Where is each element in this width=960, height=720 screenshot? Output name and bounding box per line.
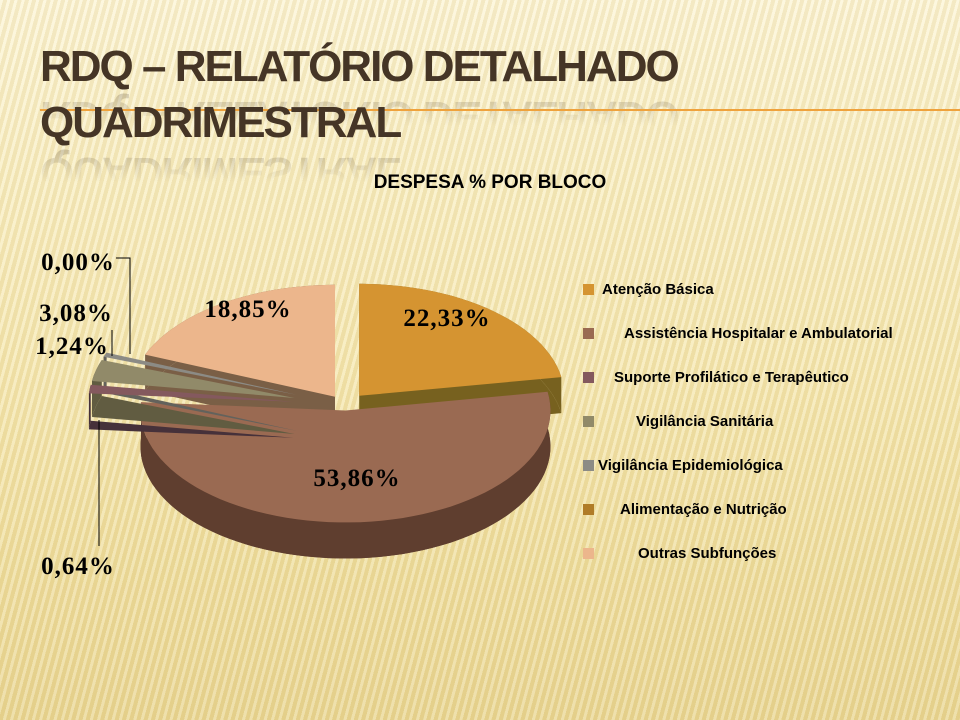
pie-label-outras: 18,85%	[204, 296, 291, 323]
legend-label: Outras Subfunções	[638, 544, 777, 562]
pie-label-alimentacao: 0,00%	[41, 249, 115, 276]
legend-label: Assistência Hospitalar e Ambulatorial	[624, 324, 893, 342]
legend-item-vig-epidemiologica: Vigilância Epidemiológica	[583, 456, 783, 474]
pie-label-suporte: 1,24%	[35, 333, 109, 360]
title-underline	[40, 109, 960, 111]
pie-label-atencao-basica: 22,33%	[403, 305, 490, 332]
legend-item-vig-sanitaria: Vigilância Sanitária	[583, 412, 773, 430]
legend-marker	[583, 415, 594, 427]
pie-slices	[88, 283, 562, 559]
leader-lines	[98, 257, 131, 546]
pie-label-vig-sanitaria: 3,08%	[39, 300, 113, 327]
leader-line-0	[116, 257, 131, 354]
slide-title: RDQ – RELATÓRIO DETALHADO RDQ – RELATÓRI…	[0, 0, 960, 240]
chart-title: DESPESA % POR BLOCO	[373, 172, 607, 193]
legend-item-assistencia: Assistência Hospitalar e Ambulatorial	[583, 324, 893, 342]
pie-slice-6	[145, 284, 335, 397]
pie-slice-3	[92, 360, 295, 398]
pie-label-assistencia: 53,86%	[313, 465, 400, 492]
legend-item-alimentacao: Alimentação e Nutrição	[583, 500, 787, 518]
title-line-2: QUADRIMESTRAL QUADRIMESTRAL	[40, 98, 402, 197]
pie-slice-4	[103, 352, 297, 395]
legend-label: Suporte Profilático e Terapêutico	[614, 368, 849, 386]
legend-item-atencao-basica: Atenção Básica	[583, 280, 714, 298]
chart-legend: Atenção Básica Assistência Hospitalar e …	[583, 0, 958, 720]
legend-marker	[583, 371, 594, 383]
title-line-1: RDQ – RELATÓRIO DETALHADO RDQ – RELATÓRI…	[40, 42, 680, 141]
pie-slice-side-3	[92, 396, 295, 434]
pie-slice-2	[88, 384, 294, 402]
legend-marker	[583, 547, 594, 559]
legend-label: Alimentação e Nutrição	[620, 500, 787, 518]
pie-slice-side-4	[103, 388, 297, 431]
legend-marker	[583, 503, 594, 515]
legend-label: Atenção Básica	[602, 280, 714, 298]
legend-label: Vigilância Epidemiológica	[598, 456, 783, 474]
pie-slice-wall-2	[88, 384, 91, 430]
legend-item-suporte: Suporte Profilático e Terapêutico	[583, 368, 849, 386]
pie-slice-0	[359, 283, 562, 396]
legend-marker	[583, 327, 594, 339]
pie-label-vig-epidemiologica: 0,64%	[41, 553, 115, 580]
pie-labels: 22,33% 53,86% 1,24% 3,08% 0,64% 0,00% 18…	[35, 249, 490, 580]
legend-marker	[583, 459, 594, 471]
pie-slice-wall-1	[140, 391, 551, 559]
pie-slice-side-2	[88, 420, 294, 438]
title-line-2-reflection: QUADRIMESTRAL	[40, 148, 401, 197]
legend-label: Vigilância Sanitária	[636, 412, 774, 430]
legend-item-outras: Outras Subfunções	[583, 544, 776, 562]
legend-marker	[583, 283, 594, 295]
